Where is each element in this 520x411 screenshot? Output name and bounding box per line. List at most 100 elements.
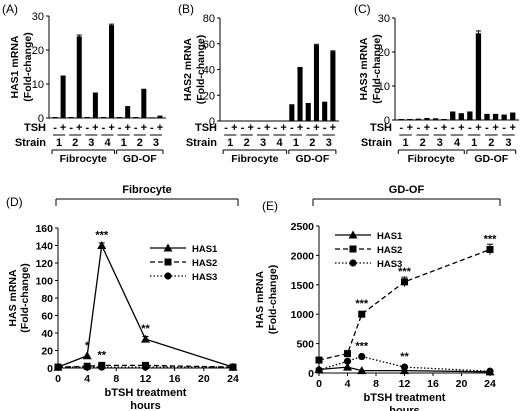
- tsh-sign: +: [313, 122, 319, 134]
- y-tick-label: 10: [378, 81, 390, 93]
- significance-marker: ***: [484, 234, 498, 246]
- strain-number: 1: [56, 137, 62, 149]
- bar: [157, 115, 163, 118]
- y-tick-label: 500: [296, 339, 314, 351]
- bar: [510, 112, 516, 120]
- legend-marker-has2: [164, 258, 172, 266]
- legend-label: HAS1: [192, 244, 218, 255]
- legend-marker-has3: [164, 272, 172, 280]
- bar: [92, 92, 98, 118]
- tsh-sign: -: [290, 122, 294, 134]
- strain-number: 1: [471, 137, 477, 149]
- bar: [322, 101, 328, 121]
- significance-marker: *: [85, 340, 90, 352]
- tsh-sign: +: [297, 122, 303, 134]
- strain-number: 3: [326, 137, 332, 149]
- x-tick-label: 8: [113, 373, 119, 385]
- y-tick-label: 30: [32, 11, 44, 23]
- y-tick-label: 140: [35, 241, 53, 253]
- y-tick-label: 160: [35, 223, 53, 235]
- data-point-has3: [343, 357, 352, 365]
- data-point-has1: [357, 366, 367, 375]
- strain-number: 3: [88, 137, 94, 149]
- y-axis-label: (Fold-change): [371, 34, 383, 103]
- group-label: Fibrocyte: [60, 153, 107, 165]
- legend-label: HAS2: [377, 245, 402, 256]
- data-point-has3: [54, 363, 62, 371]
- data-point-has1: [82, 351, 92, 360]
- tsh-sign: +: [108, 122, 114, 134]
- panel-c: (C) HAS3 mRNA (Fold-change)0 10 20 30 TSH Strai…: [354, 2, 519, 165]
- tsh-sign: +: [424, 122, 430, 134]
- tsh-sign: +: [492, 122, 498, 134]
- y-tick-label: 100: [35, 276, 53, 288]
- strain-number: 2: [309, 137, 315, 149]
- bar: [432, 118, 439, 120]
- x-axis-label: hours: [389, 405, 420, 411]
- tsh-sign: -: [85, 122, 89, 134]
- strain-number: 1: [227, 137, 233, 149]
- bar: [239, 120, 246, 122]
- strain-number: 3: [260, 137, 266, 149]
- y-tick-label: 0: [308, 368, 314, 380]
- data-point-has1: [97, 241, 107, 249]
- y-tick-label: 0: [209, 116, 215, 128]
- tsh-sign: +: [248, 122, 254, 134]
- strain-label: Strain: [186, 137, 217, 149]
- y-tick-label: 40: [203, 65, 215, 77]
- x-tick-label: 0: [316, 378, 322, 390]
- tsh-sign: +: [124, 122, 130, 134]
- bar: [272, 120, 278, 122]
- panel-label: (D): [6, 195, 23, 209]
- x-tick-label: 24: [227, 373, 239, 385]
- strain-number: 1: [293, 137, 299, 149]
- bar: [76, 36, 82, 118]
- tsh-sign: +: [92, 122, 98, 134]
- legend-label: HAS3: [192, 272, 217, 283]
- legend-marker-has1: [348, 230, 358, 239]
- bar: [117, 116, 123, 118]
- treatment-label: TSH: [370, 122, 392, 134]
- data-point-has3: [98, 363, 106, 371]
- y-tick-label: 80: [41, 293, 53, 305]
- y-axis-label: (Fold-change): [22, 32, 34, 101]
- tsh-sign: -: [451, 122, 455, 134]
- bar: [256, 120, 262, 122]
- y-axis-label: HAS2 mRNA: [182, 38, 194, 101]
- strain-number: 2: [244, 137, 250, 149]
- significance-marker: **: [141, 323, 150, 335]
- bar: [264, 120, 270, 122]
- y-axis-label: HAS1 mRNA: [9, 35, 21, 98]
- x-tick-label: 12: [399, 378, 411, 390]
- significance-marker: ***: [355, 298, 369, 310]
- bar: [84, 116, 90, 118]
- y-tick-label: 10: [32, 79, 44, 91]
- panel-label: (E): [262, 199, 278, 213]
- strain-number: 4: [454, 137, 461, 149]
- panel-label: (C): [354, 2, 371, 16]
- significance-marker: **: [400, 351, 409, 363]
- bar: [248, 120, 254, 122]
- x-tick-label: 4: [345, 378, 351, 390]
- panel-b: (B) HAS2 mRNA (Fold-change)0 20 40 60 80 TSH Str…: [178, 2, 339, 165]
- x-tick-label: 24: [484, 378, 496, 390]
- strain-label: Strain: [361, 137, 392, 149]
- tsh-sign: +: [407, 122, 413, 134]
- tsh-sign: +: [509, 122, 515, 134]
- y-tick-label: 0: [47, 363, 53, 375]
- tsh-sign: -: [274, 122, 278, 134]
- y-tick-label: 60: [41, 311, 53, 323]
- group-label: Fibrocyte: [231, 153, 278, 165]
- bar: [109, 25, 115, 118]
- tsh-sign: -: [69, 122, 73, 134]
- bar: [484, 113, 490, 120]
- significance-marker: ***: [95, 230, 109, 242]
- bar: [68, 116, 74, 118]
- data-point-has3: [400, 363, 409, 371]
- x-tick-label: 16: [169, 373, 181, 385]
- bar: [231, 120, 237, 122]
- tsh-sign: +: [157, 122, 163, 134]
- y-tick-label: 20: [41, 346, 53, 358]
- tsh-sign: +: [141, 122, 147, 134]
- bracket-label: GD-OF: [389, 184, 425, 196]
